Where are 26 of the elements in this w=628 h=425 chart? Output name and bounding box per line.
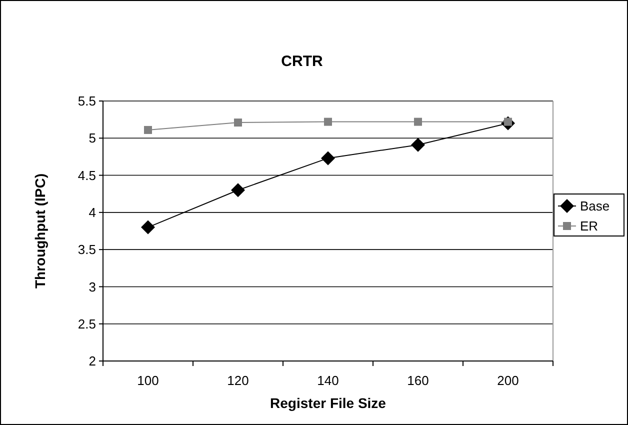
y-tick-label: 5 xyxy=(88,130,96,146)
x-axis-title: Register File Size xyxy=(270,395,386,411)
y-tick-label: 3.5 xyxy=(78,242,96,258)
x-tick-label: 160 xyxy=(407,373,429,388)
x-tick-label: 200 xyxy=(497,373,519,388)
x-tick-label: 100 xyxy=(137,373,159,388)
y-axis-title: Throughput (IPC) xyxy=(32,173,48,289)
point xyxy=(411,138,425,152)
y-tick-label: 3 xyxy=(88,279,96,294)
y-tick-label: 4.5 xyxy=(78,168,96,183)
chart-title: CRTR xyxy=(281,53,323,70)
point xyxy=(321,151,335,166)
y-tick-label: 2.5 xyxy=(78,316,96,332)
y-tick-label: 4 xyxy=(88,204,96,220)
x-tick-label: 120 xyxy=(227,373,249,388)
point xyxy=(144,126,152,134)
point xyxy=(324,118,332,126)
legend-label: Base xyxy=(580,198,610,214)
legend-label: ER xyxy=(580,218,598,234)
point xyxy=(231,183,245,198)
point xyxy=(141,220,155,234)
point xyxy=(234,118,242,127)
y-tick-label: 2 xyxy=(88,354,96,369)
x-tick-label: 140 xyxy=(317,373,339,388)
point xyxy=(414,118,422,126)
y-tick-label: 5.5 xyxy=(78,94,96,109)
